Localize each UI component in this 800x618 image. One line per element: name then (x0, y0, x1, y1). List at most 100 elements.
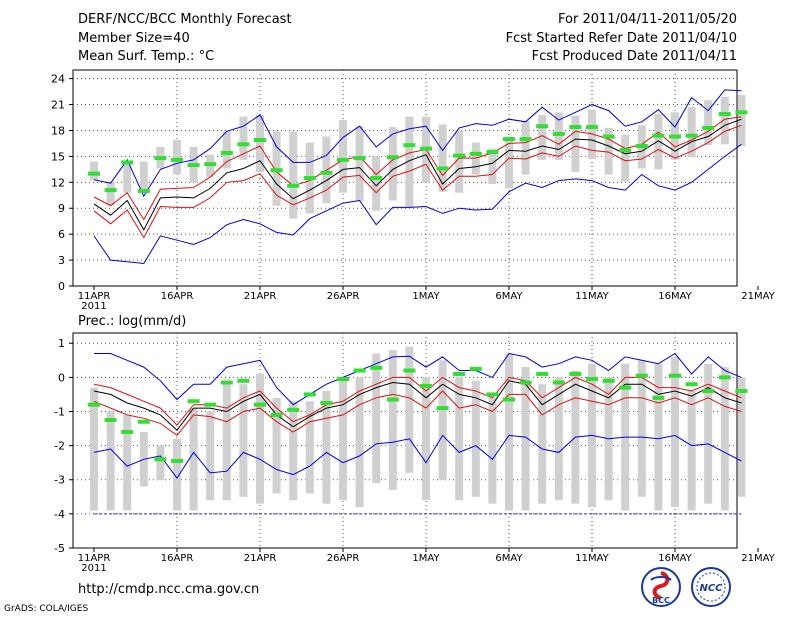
prec-observed-mark (237, 378, 250, 383)
prec-observed-mark (635, 373, 648, 378)
prec-member-box (422, 377, 430, 501)
temp-observed-mark (270, 168, 283, 173)
temp-member-box (106, 181, 115, 206)
prec-observed-mark (420, 383, 432, 388)
prec-member-box (222, 384, 231, 501)
prec-max-line (94, 352, 742, 406)
prec-member-box (289, 401, 298, 501)
temp-member-box (554, 112, 563, 160)
temp-ytick-label: 18 (51, 124, 65, 137)
prec-observed-mark (287, 407, 300, 412)
prec-xtick-label: 21MAY (741, 553, 775, 564)
ncc-logo-text: NCC (699, 583, 723, 594)
temp-member-box (339, 120, 347, 193)
temp-observed-mark (503, 137, 515, 142)
prec-observed-mark (702, 389, 715, 394)
temp-observed-mark (171, 157, 183, 162)
temp-observed-mark (552, 131, 565, 136)
prec-spread-high-line (93, 376, 742, 426)
temp-observed-mark (569, 125, 582, 130)
temp-member-box (222, 131, 231, 169)
temp-member-box (488, 148, 497, 185)
prec-member-box (471, 380, 480, 497)
temp-plot-frame (72, 69, 738, 287)
prec-member-box (156, 445, 165, 480)
temp-observed-mark (254, 137, 266, 142)
prec-xtick-label: 16APR (161, 553, 194, 564)
prec-observed-mark (519, 380, 532, 385)
prec-min-line (93, 434, 742, 479)
temp-observed-mark (619, 148, 632, 153)
prec-observed-mark (254, 402, 266, 407)
temp-observed-mark (121, 160, 134, 165)
prec-plot-frame (72, 332, 738, 549)
prec-member-box (637, 360, 646, 497)
prec-observed-mark (536, 371, 549, 376)
prec-title: Prec.: log(mm/d) (78, 314, 186, 329)
prec-observed-mark (171, 458, 183, 463)
bcc-logo: BCC (641, 567, 681, 607)
prec-member-box (372, 353, 381, 484)
temp-member-box (139, 161, 148, 193)
prec-observed-mark (303, 392, 316, 397)
prec-member-box (322, 391, 331, 504)
temp-member-box (538, 114, 547, 160)
temp-observed-mark (88, 171, 100, 176)
temp-member-box (372, 156, 381, 211)
temp-member-box (687, 107, 696, 158)
temp-observed-mark (519, 137, 532, 142)
temp-member-box (571, 115, 580, 172)
temp-observed-mark (635, 144, 648, 149)
temp-xtick-label: 6MAY (495, 291, 523, 302)
temp-observed-mark (586, 125, 598, 130)
prec-member-box (505, 353, 513, 511)
temp-mean-line (93, 118, 742, 231)
prec-xtick-label: 16MAY (658, 553, 692, 564)
temp-xtick-label: 26APR (327, 291, 360, 302)
prec-ytick-label: -3 (54, 474, 65, 487)
temp-member-box (405, 116, 414, 208)
temp-spread-low-line (93, 124, 742, 239)
member-size-label: Member Size=40 (78, 31, 190, 46)
prec-observed-mark (486, 392, 499, 397)
prec-member-box (405, 346, 414, 473)
temp-member-box (737, 95, 746, 147)
temp-member-box (438, 124, 447, 192)
temp-observed-mark (237, 142, 250, 147)
prec-member-box (123, 414, 132, 511)
prec-observed-mark (453, 371, 466, 376)
prec-ytick-label: -4 (54, 508, 65, 521)
temp-ytick-label: 15 (51, 150, 65, 163)
temp-max-line (93, 89, 742, 198)
temp-xtick-label: 1MAY (412, 291, 440, 302)
prec-ytick-label: -1 (54, 405, 65, 418)
prec-observed-mark (386, 397, 399, 402)
prec-xtick-sublabel: 2011 (81, 563, 106, 574)
temp-ytick-label: 6 (58, 228, 65, 241)
prec-member-box (438, 360, 447, 480)
prec-observed-mark (270, 412, 283, 417)
temp-ytick-label: 0 (58, 280, 65, 293)
prec-member-box (339, 380, 347, 501)
prec-xtick-label: 6MAY (495, 553, 523, 564)
prec-xtick-label: 1MAY (412, 553, 440, 564)
prec-xtick-label: 26APR (327, 553, 360, 564)
prec-member-box (737, 377, 746, 497)
prec-ytick-label: 1 (58, 337, 65, 350)
temp-member-box (123, 160, 132, 193)
prec-observed-mark (652, 395, 665, 400)
variable-label: Mean Surf. Temp.: °C (78, 49, 215, 64)
prec-ytick-label: -5 (54, 542, 65, 555)
prec-observed-mark (370, 365, 383, 370)
temp-observed-mark (303, 176, 316, 180)
temp-observed-mark (536, 124, 549, 129)
prec-member-box (704, 363, 713, 504)
temp-observed-mark (735, 110, 748, 115)
temp-observed-mark (137, 188, 150, 193)
temp-observed-mark (469, 151, 482, 156)
source-url[interactable]: http://cmdp.ncc.cma.gov.cn (78, 582, 260, 597)
temp-member-box (720, 96, 729, 145)
temp-observed-mark (320, 170, 333, 175)
temp-ytick-label: 9 (58, 202, 65, 215)
temp-xtick-sublabel: 2011 (81, 301, 106, 312)
